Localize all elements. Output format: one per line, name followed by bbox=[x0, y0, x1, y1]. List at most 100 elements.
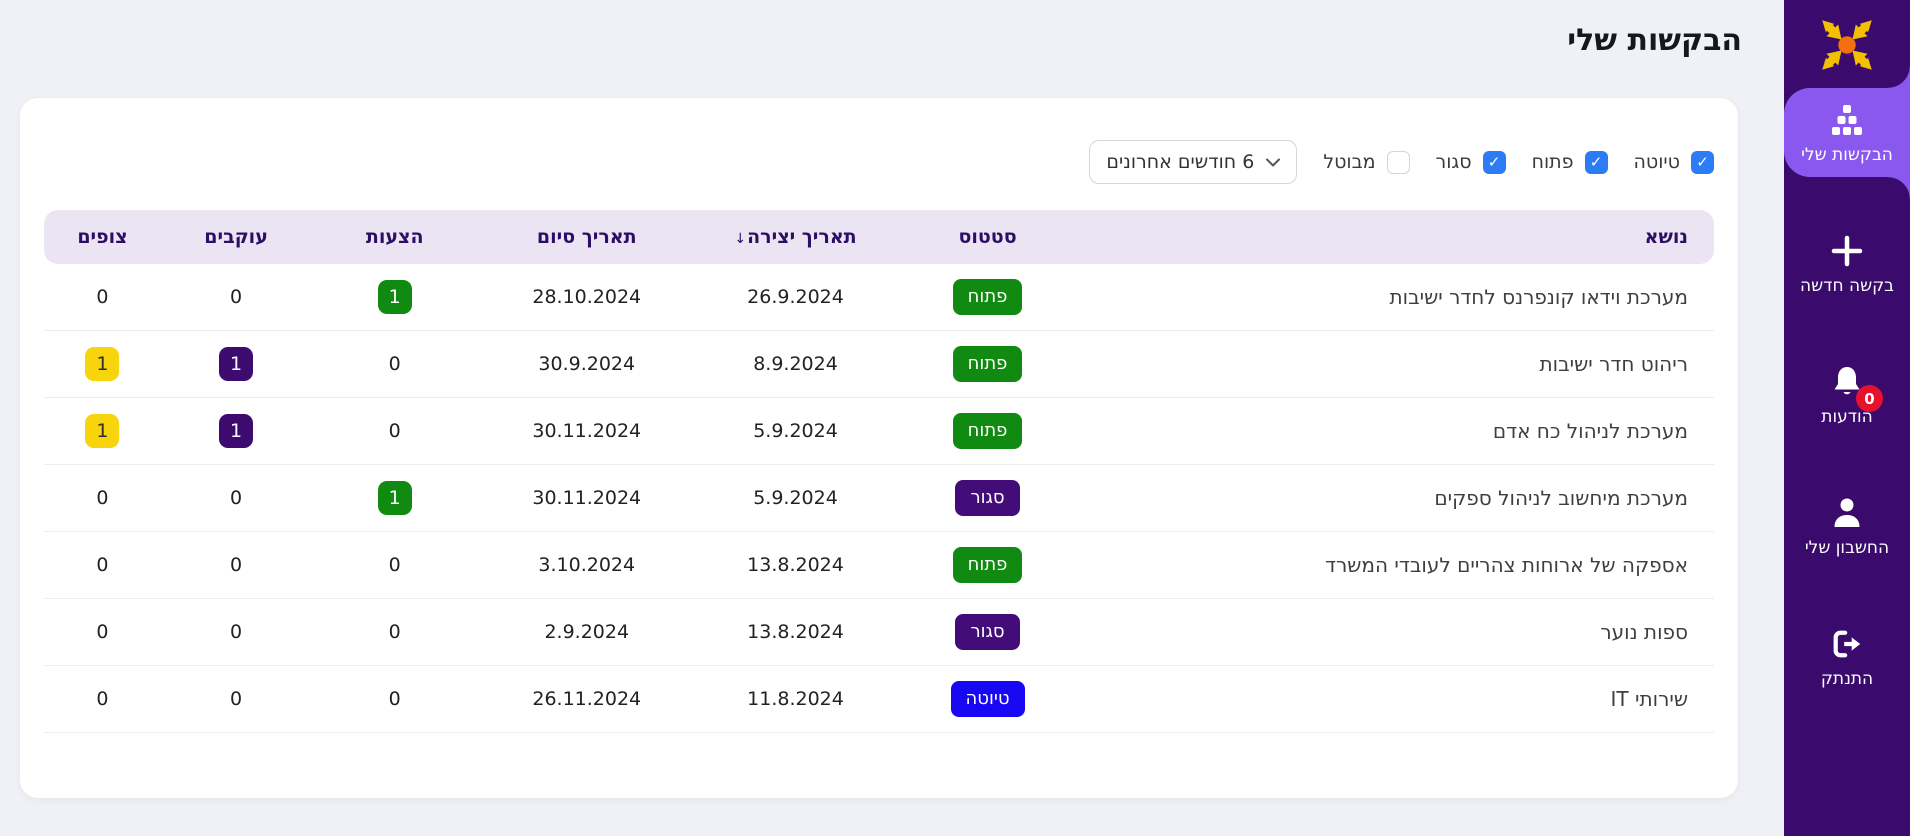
checkbox[interactable] bbox=[1691, 150, 1714, 174]
filter-checkbox-closed[interactable]: סגור bbox=[1435, 150, 1506, 174]
notification-count-badge: 0 bbox=[1856, 385, 1883, 412]
chevron-down-icon bbox=[1266, 158, 1281, 166]
followers-count: 1 bbox=[219, 347, 254, 381]
request-subject: מערכת לניהול כח אדם bbox=[1079, 398, 1714, 465]
request-subject: מערכת מיחשוב לניהול ספקים bbox=[1079, 465, 1714, 532]
proposals-count: 0 bbox=[388, 688, 401, 710]
viewers-count: 0 bbox=[96, 554, 109, 576]
sidebar-item-label: הודעות bbox=[1821, 407, 1873, 427]
checkbox-label: טיוטה bbox=[1633, 151, 1680, 173]
table-row[interactable]: מערכת לניהול כח אדם פתוח 5.9.2024 30.11.… bbox=[44, 398, 1714, 465]
due-date: 2.9.2024 bbox=[478, 599, 696, 666]
period-dropdown-value: 6 חודשים אחרונים bbox=[1106, 151, 1255, 173]
followers-count: 0 bbox=[230, 554, 243, 576]
followers-count: 0 bbox=[230, 487, 243, 509]
sidebar: הבקשות שלי בקשה חדשה 0 הודעות bbox=[1784, 0, 1910, 836]
proposals-count: 0 bbox=[388, 554, 401, 576]
proposals-count: 0 bbox=[388, 353, 401, 375]
column-header-subject[interactable]: נושא bbox=[1079, 210, 1714, 264]
request-subject: מערכת וידאו קונפרנס לחדר ישיבות bbox=[1079, 264, 1714, 331]
due-date: 30.11.2024 bbox=[478, 398, 696, 465]
viewers-count: 0 bbox=[96, 487, 109, 509]
filter-checkbox-open[interactable]: פתוח bbox=[1531, 150, 1608, 174]
table-row[interactable]: שירותי IT טיוטה 11.8.2024 26.11.2024 0 0… bbox=[44, 666, 1714, 733]
checkbox[interactable] bbox=[1386, 150, 1410, 174]
sidebar-item-label: בקשה חדשה bbox=[1800, 276, 1894, 296]
status-badge: פתוח bbox=[952, 547, 1023, 583]
followers-count: 0 bbox=[230, 688, 243, 710]
status-badge: פתוח bbox=[952, 413, 1023, 449]
period-dropdown[interactable]: 6 חודשים אחרונים bbox=[1089, 140, 1298, 184]
proposals-count: 0 bbox=[388, 621, 401, 643]
created-date: 5.9.2024 bbox=[695, 398, 896, 465]
created-date: 11.8.2024 bbox=[695, 666, 896, 733]
column-header-created[interactable]: תאריך יצירה↓ bbox=[695, 210, 896, 264]
sidebar-nav: הבקשות שלי בקשה חדשה 0 הודעות bbox=[1784, 66, 1910, 701]
table-header-row: נושא סטטוס תאריך יצירה↓ תאריך סיום הצעות… bbox=[44, 210, 1714, 264]
column-header-proposals[interactable]: הצעות bbox=[311, 210, 479, 264]
sidebar-item-my-requests[interactable]: הבקשות שלי bbox=[1784, 66, 1910, 199]
viewers-count: 0 bbox=[96, 688, 109, 710]
proposals-count: 0 bbox=[388, 420, 401, 442]
request-subject: שירותי IT bbox=[1079, 666, 1714, 733]
status-badge: טיוטה bbox=[950, 681, 1025, 717]
table-row[interactable]: ריהוט חדר ישיבות פתוח 8.9.2024 30.9.2024… bbox=[44, 331, 1714, 398]
app-logo bbox=[1784, 0, 1910, 80]
column-header-due[interactable]: תאריך סיום bbox=[478, 210, 696, 264]
column-header-viewers[interactable]: צופים bbox=[44, 210, 161, 264]
status-badge: פתוח bbox=[952, 346, 1023, 382]
filters-bar: טיוטה פתוח סגור מבוטל 6 חודשים אחרונים bbox=[44, 140, 1714, 184]
sidebar-item-label: הבקשות שלי bbox=[1801, 145, 1893, 165]
filter-checkbox-cancelled[interactable]: מבוטל bbox=[1323, 150, 1410, 174]
checkbox-label: מבוטל bbox=[1323, 151, 1376, 173]
created-date: 8.9.2024 bbox=[695, 331, 896, 398]
created-date: 13.8.2024 bbox=[695, 599, 896, 666]
created-date: 13.8.2024 bbox=[695, 532, 896, 599]
main-content: הבקשות שלי טיוטה פתוח סגור מבוטל bbox=[0, 22, 1784, 836]
due-date: 26.11.2024 bbox=[478, 666, 696, 733]
created-date: 26.9.2024 bbox=[695, 264, 896, 331]
sidebar-item-label: התנתק bbox=[1820, 669, 1874, 689]
viewers-count: 0 bbox=[96, 286, 109, 308]
sidebar-item-notifications[interactable]: 0 הודעות bbox=[1784, 350, 1910, 439]
due-date: 3.10.2024 bbox=[478, 532, 696, 599]
sidebar-item-logout[interactable]: התנתק bbox=[1784, 612, 1910, 701]
proposals-count: 1 bbox=[377, 481, 412, 515]
checkbox[interactable] bbox=[1482, 150, 1506, 174]
due-date: 28.10.2024 bbox=[478, 264, 696, 331]
requests-table: נושא סטטוס תאריך יצירה↓ תאריך סיום הצעות… bbox=[44, 210, 1714, 733]
column-header-status[interactable]: סטטוס bbox=[895, 210, 1080, 264]
sidebar-item-new-request[interactable]: בקשה חדשה bbox=[1784, 219, 1910, 308]
due-date: 30.9.2024 bbox=[478, 331, 696, 398]
table-row[interactable]: מערכת וידאו קונפרנס לחדר ישיבות פתוח 26.… bbox=[44, 264, 1714, 331]
viewers-count: 0 bbox=[96, 621, 109, 643]
status-badge: פתוח bbox=[952, 279, 1023, 315]
created-date: 5.9.2024 bbox=[695, 465, 896, 532]
status-badge: סגור bbox=[955, 480, 1020, 516]
table-row[interactable]: אספקה של ארוחות צהריים לעובדי המשרד פתוח… bbox=[44, 532, 1714, 599]
followers-count: 0 bbox=[230, 286, 243, 308]
checkbox-label: פתוח bbox=[1531, 151, 1574, 173]
table-row[interactable]: ספות נוער סגור 13.8.2024 2.9.2024 0 0 0 bbox=[44, 599, 1714, 666]
sort-descending-icon: ↓ bbox=[734, 231, 747, 247]
request-subject: ריהוט חדר ישיבות bbox=[1079, 331, 1714, 398]
checkbox-label: סגור bbox=[1435, 151, 1472, 173]
status-badge: סגור bbox=[955, 614, 1020, 650]
request-subject: אספקה של ארוחות צהריים לעובדי המשרד bbox=[1079, 532, 1714, 599]
request-subject: ספות נוער bbox=[1079, 599, 1714, 666]
plus-icon bbox=[1830, 232, 1864, 270]
viewers-count: 1 bbox=[85, 347, 120, 381]
converging-arrows-logo-icon bbox=[1822, 20, 1872, 70]
table-row[interactable]: מערכת מיחשוב לניהול ספקים סגור 5.9.2024 … bbox=[44, 465, 1714, 532]
column-header-followers[interactable]: עוקבים bbox=[160, 210, 312, 264]
followers-count: 1 bbox=[219, 414, 254, 448]
followers-count: 0 bbox=[230, 621, 243, 643]
sidebar-item-label: החשבון שלי bbox=[1804, 538, 1890, 558]
filter-checkbox-draft[interactable]: טיוטה bbox=[1633, 150, 1714, 174]
requests-icon bbox=[1832, 101, 1862, 139]
user-icon bbox=[1830, 494, 1864, 532]
sidebar-item-my-account[interactable]: החשבון שלי bbox=[1784, 481, 1910, 570]
requests-card: טיוטה פתוח סגור מבוטל 6 חודשים אחרונים bbox=[20, 98, 1738, 798]
viewers-count: 1 bbox=[85, 414, 120, 448]
checkbox[interactable] bbox=[1584, 150, 1608, 174]
